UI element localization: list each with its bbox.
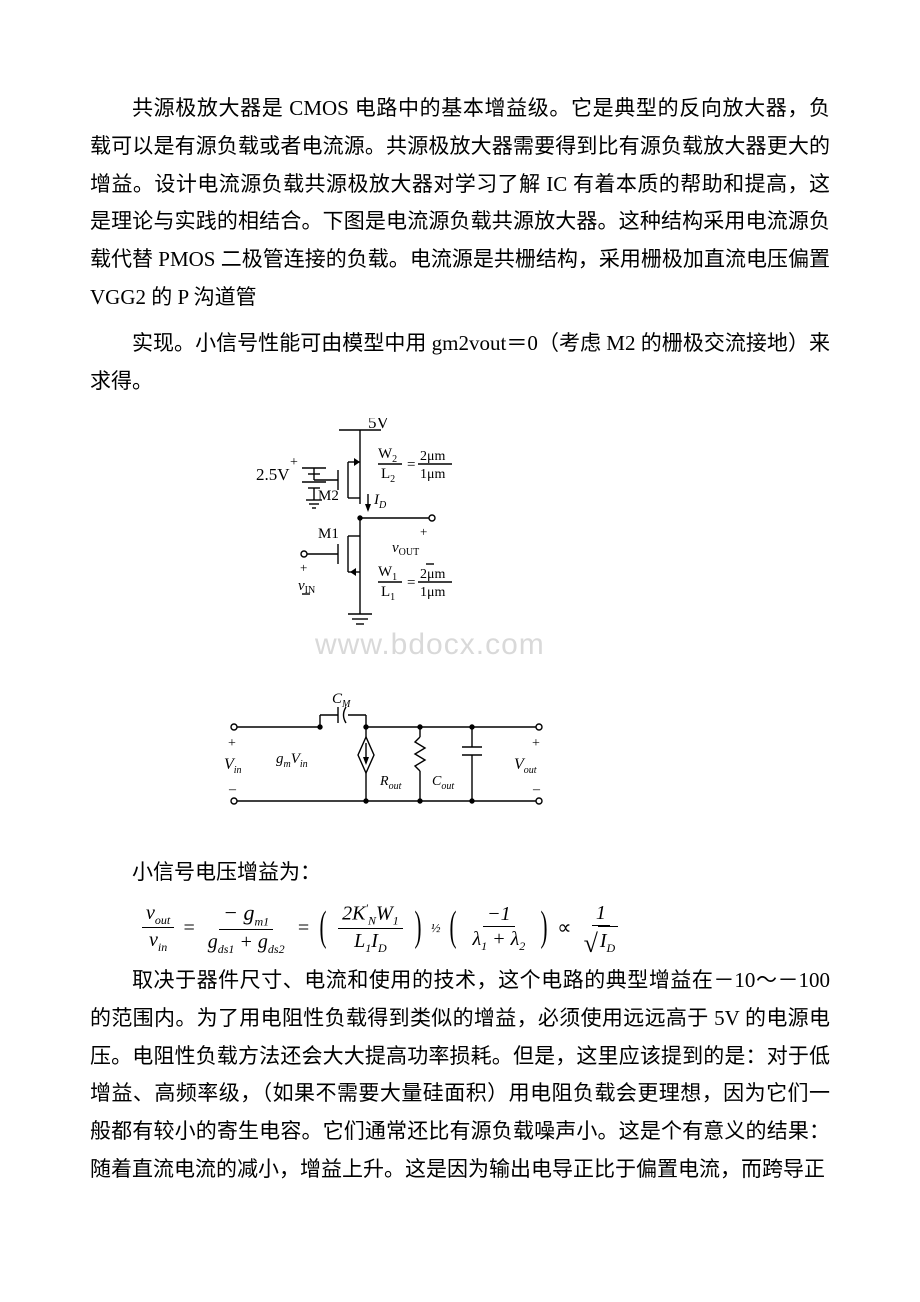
svg-text:M2: M2 [318,488,339,504]
svg-text:1μm: 1μm [420,467,446,482]
svg-text:CM: CM [332,693,351,710]
svg-text:+: + [300,560,307,575]
svg-text:Vin: Vin [224,756,242,776]
svg-text:2μm: 2μm [420,449,446,464]
svg-text:2μm: 2μm [420,567,446,582]
svg-text:+: + [228,736,236,751]
paragraph-4: 取决于器件尺寸、电流和使用的技术，这个电路的典型增益在－10～－100 的范围内… [90,962,830,1189]
svg-text:‒: ‒ [228,782,237,797]
svg-text:ID: ID [373,492,387,511]
svg-text:M1: M1 [318,526,339,542]
svg-text:L2: L2 [381,466,395,485]
svg-text:=: = [407,457,415,473]
svg-text:2.5V: 2.5V [256,465,290,484]
svg-text:1μm: 1μm [420,585,446,600]
svg-text:Cout: Cout [432,774,454,792]
paragraph-1: 共源极放大器是 CMOS 电路中的基本增益级。它是典型的反向放大器，负载可以是有… [90,90,830,317]
svg-text:=: = [407,575,415,591]
svg-text:5V: 5V [368,418,390,432]
svg-text:+: + [290,455,298,470]
figure-container: www.bdocx.com 5V M2 [220,418,830,844]
gain-formula: vout vin = − gm1 gds1 + gds2 = ( 2K'NW1 … [140,900,830,956]
circuit-diagram: 5V M2 2.5V + W2 L2 [220,418,580,668]
paragraph-2: 实现。小信号性能可由模型中用 gm2vout＝0（考虑 M2 的栅极交流接地）来… [90,325,830,401]
svg-text:W1: W1 [378,564,397,583]
svg-text:vOUT: vOUT [392,540,419,558]
paragraph-3: 小信号电压增益为： [90,854,830,892]
svg-text:vIN: vIN [298,578,315,596]
svg-text:L1: L1 [381,584,395,603]
svg-text:+: + [532,736,540,751]
svg-text:‒: ‒ [532,782,541,797]
svg-text:Rout: Rout [379,774,402,792]
svg-text:gmVin: gmVin [276,751,308,770]
small-signal-model: CM gmVin Rout Cout [220,693,610,833]
svg-text:+: + [420,524,427,539]
svg-text:W2: W2 [378,446,397,465]
svg-text:Vout: Vout [514,756,537,776]
